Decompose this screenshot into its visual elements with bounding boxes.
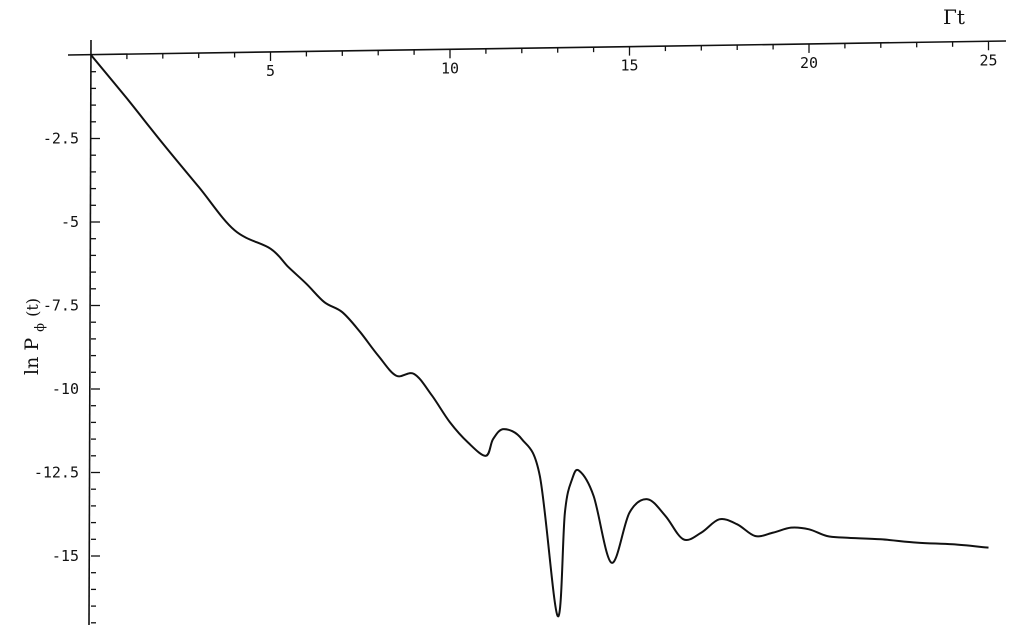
y-tick-label: -12.5 (34, 464, 79, 482)
x-tick-label: 25 (979, 51, 997, 69)
x-axis-title: Γt (943, 5, 965, 29)
y-axis-title-suffix: (t) (23, 298, 42, 317)
y-tick-label: -10 (52, 380, 79, 398)
x-tick-label: 10 (441, 59, 459, 77)
y-tick-label: -15 (52, 547, 79, 565)
series-line (90, 54, 989, 618)
x-tick-label: 5 (266, 62, 275, 80)
y-tick-label: -7.5 (43, 297, 79, 315)
y-axis-line (88, 39, 92, 626)
y-axis-title-subscript: ϕ (33, 323, 48, 332)
y-axis-title: ln P ϕ (t) (21, 298, 49, 375)
x-tick-label: 20 (800, 54, 818, 72)
y-tick-label: -2.5 (43, 130, 79, 148)
y-axis-title-main: ln P (21, 338, 43, 375)
svg-text:ln P ϕ (t): ln P ϕ (t) (21, 298, 49, 375)
y-tick-label: -5 (61, 213, 79, 231)
tick-labels: 5 10 15 20 25 -2.5 -5 -7.5 -10 -12.5 -15 (34, 51, 998, 565)
x-tick-label: 15 (620, 57, 638, 75)
x-axis-line (67, 40, 1007, 56)
axes (67, 39, 1007, 626)
ticks (91, 41, 990, 624)
